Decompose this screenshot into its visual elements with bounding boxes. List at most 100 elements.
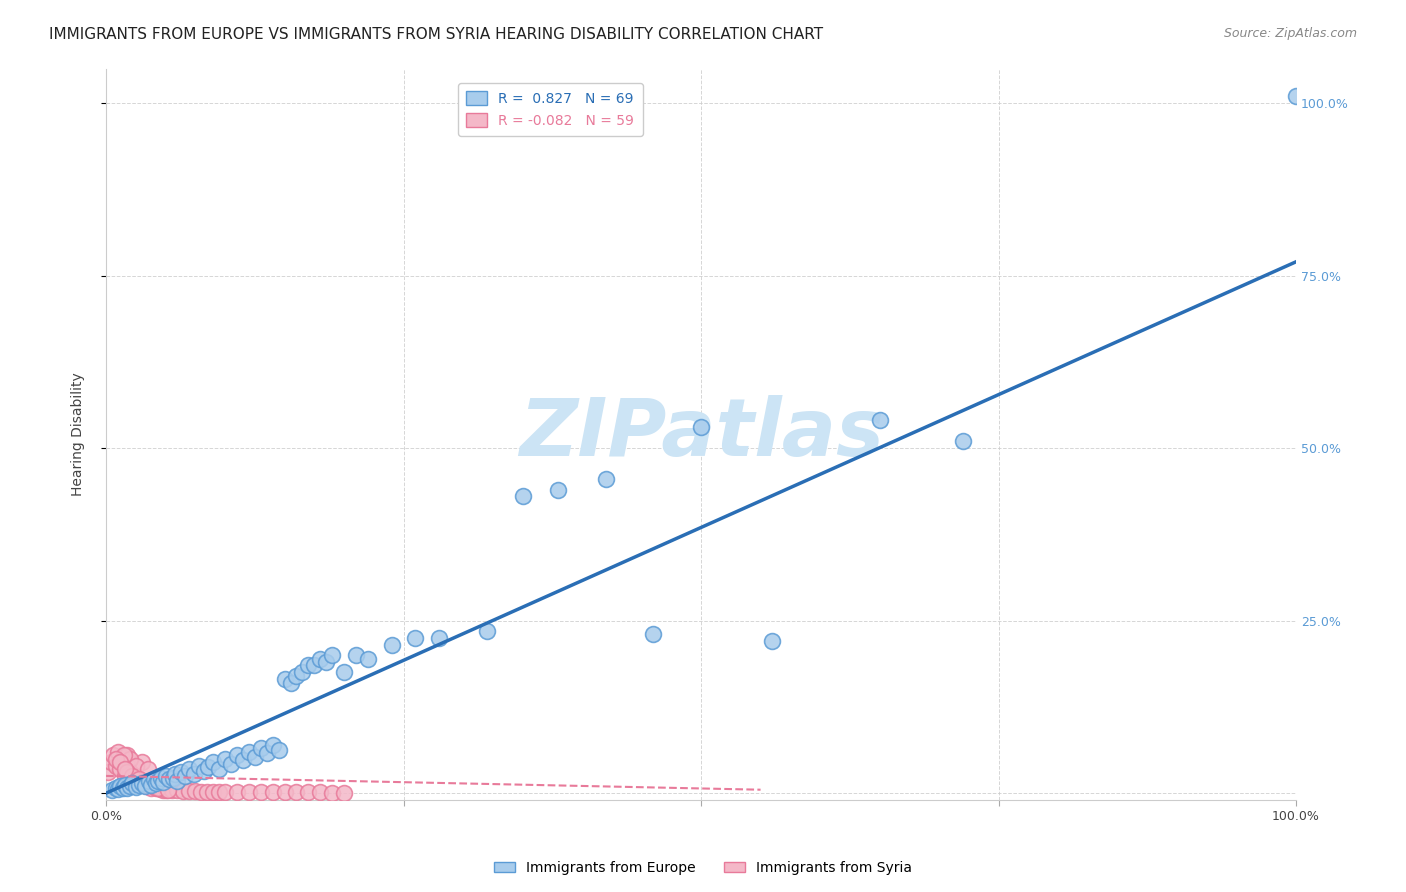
Point <box>238 785 260 799</box>
Point <box>273 673 295 687</box>
Point <box>111 752 134 766</box>
Point <box>262 785 284 799</box>
Point <box>869 413 891 427</box>
Point <box>111 781 134 796</box>
Point <box>1285 89 1308 103</box>
Point <box>114 778 136 792</box>
Point <box>427 631 450 645</box>
Point <box>118 752 141 766</box>
Legend: R =  0.827   N = 69, R = -0.082   N = 59: R = 0.827 N = 69, R = -0.082 N = 59 <box>458 83 643 136</box>
Point <box>595 472 617 486</box>
Point <box>226 785 249 799</box>
Point <box>104 758 127 772</box>
Point <box>309 651 332 665</box>
Point <box>321 648 343 662</box>
Point <box>107 745 129 759</box>
Point <box>202 755 225 769</box>
Point <box>118 765 141 780</box>
Point <box>357 651 380 665</box>
Point <box>125 780 148 794</box>
Point <box>134 778 156 792</box>
Point <box>304 658 326 673</box>
Point <box>249 741 271 756</box>
Point <box>256 746 278 760</box>
Point <box>145 781 167 796</box>
Point <box>148 773 170 788</box>
Point <box>690 420 713 434</box>
Point <box>952 434 974 449</box>
Point <box>226 748 249 763</box>
Point <box>124 769 146 783</box>
Point <box>156 782 179 797</box>
Point <box>238 745 260 759</box>
Point <box>142 772 165 787</box>
Point <box>179 762 201 776</box>
Point <box>138 773 160 788</box>
Point <box>202 785 225 799</box>
Point <box>125 758 148 772</box>
Point <box>121 776 143 790</box>
Point <box>405 631 427 645</box>
Point <box>173 769 195 783</box>
Point <box>249 785 271 799</box>
Point <box>149 771 172 785</box>
Point <box>547 483 569 497</box>
Point <box>162 771 184 785</box>
Point <box>219 757 242 772</box>
Point <box>267 743 290 757</box>
Point <box>112 748 135 763</box>
Point <box>149 782 172 797</box>
Point <box>243 750 266 764</box>
Point <box>107 782 129 797</box>
Point <box>138 778 160 792</box>
Point <box>104 752 127 766</box>
Point <box>131 776 153 790</box>
Point <box>315 655 337 669</box>
Point <box>309 785 332 799</box>
Point <box>117 765 139 780</box>
Point <box>157 772 180 787</box>
Point <box>195 785 218 799</box>
Point <box>208 762 231 776</box>
Point <box>155 782 177 797</box>
Point <box>142 779 165 793</box>
Point <box>114 762 136 776</box>
Point <box>101 782 124 797</box>
Point <box>297 658 319 673</box>
Point <box>512 490 534 504</box>
Point <box>291 665 314 680</box>
Point <box>136 762 159 776</box>
Point <box>118 779 141 793</box>
Point <box>232 753 254 767</box>
Point <box>187 758 209 772</box>
Point <box>128 778 150 792</box>
Point <box>172 784 194 798</box>
Point <box>152 775 174 789</box>
Point <box>131 755 153 769</box>
Point <box>280 675 302 690</box>
Y-axis label: Hearing Disability: Hearing Disability <box>72 373 86 496</box>
Point <box>761 634 783 648</box>
Point <box>262 738 284 752</box>
Point <box>333 786 356 800</box>
Point <box>155 769 177 783</box>
Legend: Immigrants from Europe, Immigrants from Syria: Immigrants from Europe, Immigrants from … <box>489 855 917 880</box>
Point <box>110 779 132 793</box>
Point <box>141 778 163 792</box>
Point <box>475 624 498 638</box>
Point <box>134 779 156 793</box>
Point <box>131 776 153 790</box>
Point <box>333 665 356 680</box>
Point <box>381 638 404 652</box>
Point <box>135 779 157 793</box>
Point <box>117 748 139 763</box>
Point <box>321 786 343 800</box>
Point <box>165 767 187 781</box>
Point <box>110 762 132 776</box>
Point <box>190 785 212 799</box>
Point <box>128 772 150 787</box>
Point <box>214 785 236 799</box>
Point <box>297 785 319 799</box>
Point <box>183 767 205 781</box>
Point <box>184 784 207 798</box>
